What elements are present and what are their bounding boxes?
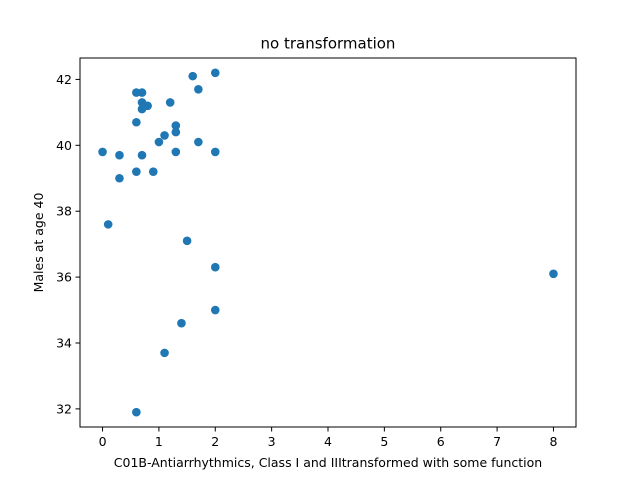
x-tick-label: 1 <box>155 434 163 449</box>
x-tick-label: 8 <box>549 434 557 449</box>
x-tick-label: 0 <box>99 434 107 449</box>
y-tick-label: 36 <box>56 270 72 285</box>
data-point <box>98 147 107 157</box>
data-point <box>171 127 181 137</box>
x-tick-label: 6 <box>437 434 445 449</box>
data-point <box>137 104 147 114</box>
data-point <box>549 269 558 279</box>
data-points <box>98 68 558 417</box>
y-tick-label: 32 <box>56 401 72 416</box>
x-tick-label: 3 <box>268 434 276 449</box>
data-point <box>210 68 220 78</box>
data-point <box>210 305 220 315</box>
chart-title: no transformation <box>261 35 396 53</box>
data-point <box>177 318 186 328</box>
data-point <box>188 71 198 81</box>
x-tick-label: 2 <box>211 434 219 449</box>
data-point <box>171 121 181 130</box>
data-point <box>194 84 203 94</box>
y-axis-label: Males at age 40 <box>31 193 46 293</box>
data-point <box>132 167 141 176</box>
data-point <box>210 147 220 157</box>
data-point <box>132 407 141 417</box>
y-tick-label: 34 <box>56 335 72 350</box>
data-point <box>182 236 192 246</box>
data-point <box>137 98 147 107</box>
data-point <box>137 88 147 97</box>
x-axis-label: C01B-Antiarrhythmics, Class I and IIItra… <box>114 455 542 470</box>
data-point <box>137 150 147 160</box>
data-point <box>160 348 169 358</box>
y-tick-label: 42 <box>56 72 72 87</box>
data-point <box>154 137 164 147</box>
data-point <box>115 150 124 160</box>
x-axis: 0 1 2 3 4 5 6 7 8 <box>99 427 557 449</box>
y-tick-label: 38 <box>56 204 72 219</box>
data-point <box>148 167 158 176</box>
y-axis: 32 34 36 38 40 42 <box>56 72 80 416</box>
data-point <box>210 262 220 272</box>
x-tick-label: 4 <box>324 434 332 449</box>
data-point <box>132 117 141 127</box>
x-tick-label: 5 <box>380 434 388 449</box>
data-point <box>171 147 181 157</box>
data-point <box>160 131 169 140</box>
y-tick-label: 40 <box>56 138 72 153</box>
data-point <box>165 98 175 107</box>
data-point <box>115 173 124 183</box>
x-tick-label: 7 <box>493 434 501 449</box>
data-point <box>194 137 203 147</box>
data-point <box>103 220 113 229</box>
